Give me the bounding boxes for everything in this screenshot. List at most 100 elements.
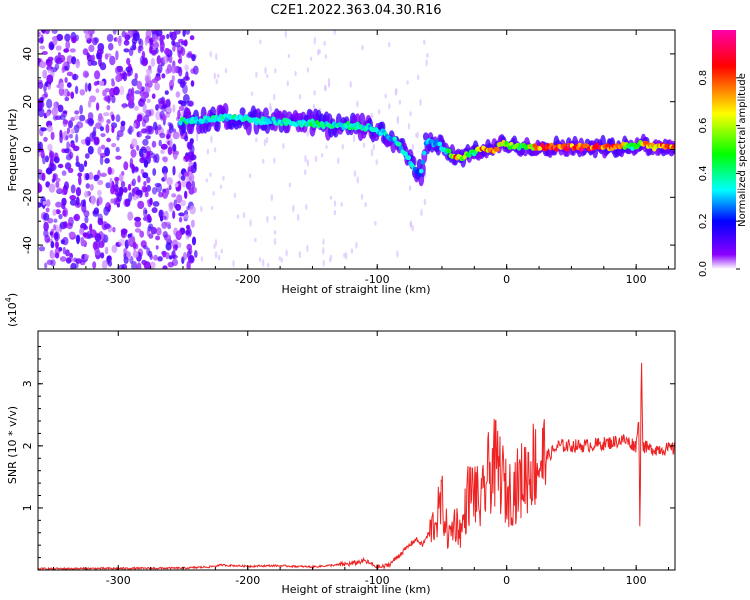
noise-blob — [75, 196, 80, 206]
noise-blob — [133, 122, 137, 128]
x-tick-label: 100 — [626, 574, 647, 587]
noise-blob — [75, 155, 79, 163]
noise-blob — [176, 242, 182, 249]
noise-blob — [40, 149, 45, 159]
noise-blob — [105, 123, 110, 134]
noise-blob — [94, 233, 102, 242]
noise-blob — [177, 58, 182, 64]
noise-speck — [356, 176, 359, 184]
noise-blob — [118, 173, 124, 182]
noise-blob — [39, 101, 45, 109]
noise-blob — [57, 163, 64, 169]
ridge-core — [310, 118, 315, 124]
noise-blob — [177, 50, 182, 58]
noise-blob — [145, 75, 150, 84]
noise-blob — [45, 199, 51, 207]
noise-blob — [144, 38, 148, 46]
noise-speck — [214, 250, 218, 259]
noise-blob — [49, 43, 55, 50]
noise-blob — [84, 33, 91, 41]
noise-blob — [146, 98, 151, 103]
y-tick-label: 1 — [21, 504, 34, 511]
noise-blob — [154, 82, 161, 91]
noise-blob — [178, 66, 183, 77]
noise-blob — [43, 91, 48, 98]
noise-blob — [167, 146, 173, 156]
noise-blob — [87, 82, 92, 92]
snr-y-label: SNR (10 * v/v) — [6, 406, 19, 484]
ridge-core — [346, 121, 351, 126]
noise-blob — [113, 86, 120, 96]
noise-blob — [182, 252, 188, 261]
noise-blob — [183, 171, 190, 177]
noise-blob — [100, 252, 105, 259]
noise-blob — [106, 137, 111, 143]
ridge-halo — [281, 109, 288, 120]
y-tick-label: 0 — [21, 146, 34, 153]
noise-speck — [306, 159, 310, 167]
noise-blob — [168, 184, 172, 191]
noise-blob — [190, 154, 197, 161]
ridge-core — [628, 142, 634, 148]
noise-blob — [96, 48, 104, 55]
noise-blob — [44, 234, 51, 243]
noise-blob — [137, 200, 145, 210]
noise-speck — [273, 157, 276, 164]
noise-blob — [110, 198, 115, 204]
noise-blob — [88, 233, 94, 239]
noise-speck — [219, 184, 223, 189]
noise-blob — [164, 221, 172, 226]
noise-blob — [106, 255, 112, 263]
noise-blob — [151, 49, 157, 56]
noise-blob — [38, 183, 43, 193]
noise-blob — [128, 63, 132, 72]
noise-speck — [425, 59, 428, 67]
noise-blob — [43, 136, 48, 142]
noise-speck — [232, 259, 235, 268]
noise-blob — [183, 39, 188, 47]
noise-blob — [139, 230, 145, 238]
noise-speck — [345, 252, 348, 260]
noise-speck — [343, 252, 346, 258]
noise-blob — [89, 223, 93, 232]
noise-blob — [111, 245, 118, 253]
noise-blob — [171, 258, 178, 267]
noise-speck — [280, 257, 283, 264]
noise-blob — [136, 80, 143, 90]
noise-blob — [47, 68, 54, 74]
ridge-core — [495, 147, 500, 152]
noise-blob — [152, 201, 160, 207]
noise-blob — [174, 41, 181, 48]
noise-blob — [188, 161, 194, 167]
noise-blob — [184, 190, 188, 199]
noise-blob — [190, 219, 195, 228]
noise-blob — [83, 30, 91, 34]
noise-blob — [79, 104, 83, 115]
noise-blob — [67, 148, 72, 155]
noise-blob — [131, 261, 138, 269]
ridge-core — [447, 148, 452, 154]
noise-speck — [217, 73, 220, 79]
noise-blob — [53, 231, 61, 242]
noise-speck — [361, 45, 364, 51]
noise-blob — [161, 73, 166, 79]
noise-speck — [278, 256, 281, 261]
noise-speck — [324, 54, 328, 59]
noise-blob — [118, 38, 122, 47]
noise-blob — [89, 183, 94, 191]
noise-blob — [115, 146, 120, 153]
noise-blob — [79, 260, 86, 266]
noise-speck — [209, 50, 212, 58]
noise-blob — [94, 249, 101, 256]
noise-blob — [46, 125, 54, 132]
noise-speck — [266, 215, 269, 224]
noise-blob — [86, 52, 90, 59]
noise-blob — [178, 38, 184, 44]
noise-blob — [184, 135, 189, 142]
noise-blob — [53, 102, 57, 112]
noise-blob — [145, 86, 151, 93]
noise-blob — [56, 33, 64, 42]
noise-speck — [313, 36, 316, 45]
noise-blob — [172, 210, 176, 219]
noise-blob — [160, 149, 165, 155]
